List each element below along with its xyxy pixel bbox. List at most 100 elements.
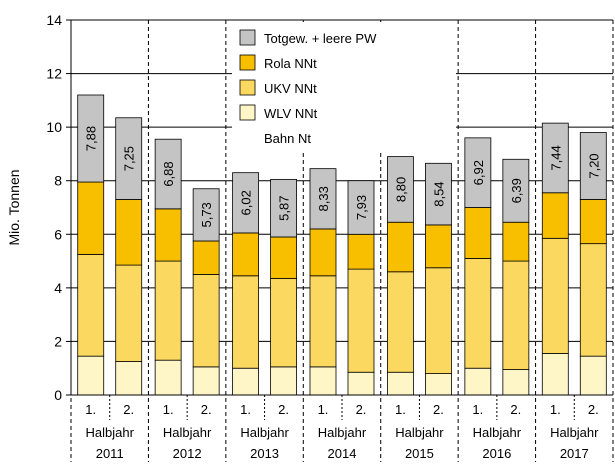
bar-segment	[77, 253, 105, 357]
y-tick-label: 4	[54, 280, 62, 296]
bar-segment	[464, 257, 492, 369]
bar-segment	[502, 369, 530, 396]
bar-segment	[192, 240, 220, 275]
bar-segment	[309, 168, 337, 230]
bar-segment	[232, 232, 259, 277]
period-label: Halbjahr	[163, 425, 212, 440]
bar-segment	[579, 199, 607, 245]
bar-segment	[115, 199, 143, 266]
year-label: 2014	[328, 446, 357, 461]
y-tick-label: 14	[46, 12, 62, 28]
legend-swatch	[239, 54, 256, 71]
bar-segment	[579, 243, 607, 357]
period-label: Halbjahr	[550, 425, 599, 440]
bar-data-label: 7,25	[122, 146, 137, 171]
bar-segment	[232, 275, 259, 369]
y-tick-label: 10	[46, 119, 62, 135]
bar-segment	[154, 208, 182, 262]
bar-segment	[387, 156, 414, 223]
period-label: Halbjahr	[318, 425, 367, 440]
bar-segment	[77, 94, 105, 183]
period-label: Halbjahr	[473, 425, 522, 440]
bar-segment	[425, 224, 452, 269]
half-year-label: 1.	[85, 402, 96, 417]
half-year-label: 1.	[472, 402, 483, 417]
bar-data-label: 8,33	[316, 186, 331, 211]
bar-segment	[309, 366, 337, 396]
y-tick-label: 0	[54, 387, 62, 403]
bar-segment	[192, 188, 220, 242]
period-label: Halbjahr	[86, 425, 135, 440]
bar-data-label: 5,73	[199, 202, 214, 227]
bar-segment	[502, 260, 530, 370]
bar-segment	[464, 137, 492, 208]
half-year-label: 1.	[550, 402, 561, 417]
bar-segment	[192, 366, 220, 396]
bar-data-label: 8,54	[431, 181, 446, 206]
bar-segment	[347, 371, 375, 396]
y-tick-label: 12	[46, 66, 62, 82]
bar-segment	[270, 366, 297, 396]
bar-segment	[347, 233, 375, 270]
year-label: 2015	[405, 446, 434, 461]
bar-segment	[77, 355, 105, 396]
bar-segment	[502, 158, 530, 223]
axes: 0 2 4 6 8 10 12 14 1. 2. Halbjahr 2011 1. 2. Halbjahr 2…	[46, 12, 613, 461]
bar-segment	[270, 236, 297, 279]
bar-segment	[464, 207, 492, 259]
legend-swatch	[239, 104, 256, 121]
bar-segment	[579, 355, 607, 396]
year-label: 2017	[560, 446, 589, 461]
bar-segment	[541, 237, 569, 354]
bar-data-label: 5,87	[277, 196, 292, 221]
half-year-label: 2.	[123, 402, 134, 417]
legend-swatch	[239, 79, 256, 96]
bar-segment	[309, 228, 337, 277]
bar-segment	[154, 359, 182, 396]
bar-segment	[154, 138, 182, 210]
bar-stacks	[77, 94, 607, 396]
bar-segment	[387, 221, 414, 273]
half-year-label: 1.	[318, 402, 329, 417]
half-year-label: 2.	[356, 402, 367, 417]
period-label: Halbjahr	[395, 425, 444, 440]
bar-segment	[425, 162, 452, 226]
half-year-label: 2.	[588, 402, 599, 417]
bar-segment	[309, 275, 337, 368]
period-label: Halbjahr	[240, 425, 289, 440]
half-year-label: 1.	[163, 402, 174, 417]
bar-segment	[425, 373, 452, 396]
year-label: 2011	[96, 446, 124, 461]
bar-data-label: 7,93	[354, 195, 369, 220]
year-label: 2013	[250, 446, 279, 461]
data-labels: 7,88 7,25 6,88 5,73 6,02 5,87 8,33 7,93 8,80 8,54…	[84, 126, 602, 228]
y-tick-label: 8	[54, 173, 62, 189]
legend-label: Rola NNt	[264, 56, 317, 71]
bar-segment	[425, 267, 452, 374]
legend: Totgew. + leere PW Rola NNt UKV NNt WLV NNt…	[232, 22, 456, 152]
year-label: 2012	[173, 446, 202, 461]
bar-segment	[541, 192, 569, 239]
bar-segment	[115, 264, 143, 362]
bar-segment	[541, 353, 569, 396]
half-year-label: 2.	[433, 402, 444, 417]
bar-segment	[347, 180, 375, 235]
bar-segment	[347, 268, 375, 373]
bar-segment	[464, 367, 492, 396]
half-year-label: 1.	[395, 402, 406, 417]
half-year-label: 2.	[510, 402, 521, 417]
y-tick-label: 6	[54, 226, 62, 242]
legend-swatch	[239, 29, 256, 46]
bar-segment	[232, 172, 259, 234]
legend-label: Bahn Nt	[264, 131, 311, 146]
bar-segment	[115, 117, 143, 200]
legend-label: WLV NNt	[264, 106, 318, 121]
bar-segment	[192, 274, 220, 368]
y-axis-title: Mio. Tonnen	[6, 169, 22, 245]
legend-background	[232, 22, 456, 152]
bar-segment	[541, 122, 569, 194]
legend-label: Totgew. + leere PW	[264, 31, 377, 46]
bar-segment	[115, 361, 143, 396]
half-year-label: 2.	[201, 402, 212, 417]
